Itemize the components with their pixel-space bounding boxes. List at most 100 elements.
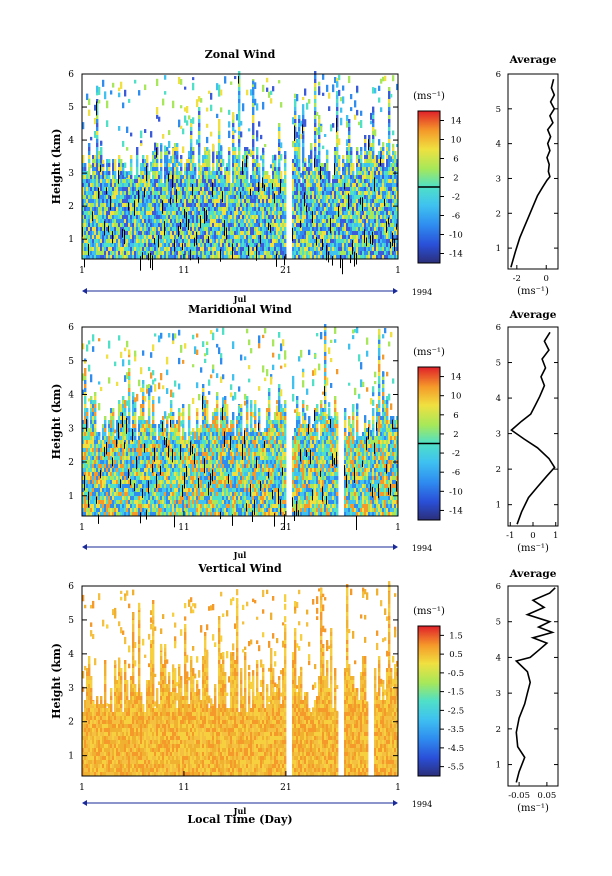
y-axis-label: Height (km) — [50, 643, 63, 719]
colorbar-tick-label: -2.5 — [448, 706, 464, 716]
wind-heatmap-field — [82, 71, 399, 275]
month-axis-arrow — [393, 288, 398, 294]
average-profile-line — [514, 587, 556, 783]
average-y-tick-label: 2 — [496, 725, 501, 735]
heatmap-frame — [81, 326, 399, 517]
year-label: 1994 — [412, 544, 432, 553]
average-y-tick-label: 3 — [496, 174, 501, 184]
colorbar-tick-label: -5.5 — [448, 763, 464, 773]
average-frame — [507, 585, 559, 787]
colorbar-tick-label: -6 — [452, 468, 460, 478]
y-tick-label: 6 — [68, 70, 74, 80]
colorbar-tick-label: -4.5 — [448, 744, 464, 754]
x-tick-label: 1 — [79, 783, 85, 793]
average-y-tick-label: 3 — [496, 689, 501, 699]
heatmap-title: Vertical Wind — [197, 562, 282, 575]
average-y-tick-label: 6 — [496, 582, 501, 592]
year-label: 1994 — [412, 800, 432, 809]
average-y-tick-label: 1 — [496, 761, 501, 771]
year-label: 1994 — [412, 288, 432, 297]
average-y-tick-label: 4 — [496, 653, 501, 663]
average-x-axis-label: (ms⁻¹) — [517, 803, 549, 814]
average-title: Average — [509, 309, 557, 321]
colorbar-tick-label: -2 — [452, 449, 460, 459]
x-tick-label: 1 — [395, 523, 401, 533]
colorbar-tick-label: -6 — [452, 212, 460, 222]
y-tick-label: 1 — [68, 752, 74, 762]
x-tick-label: 1 — [395, 783, 401, 793]
x-axis-label: Local Time (Day) — [187, 813, 292, 826]
colorbar-tick-label: -10 — [449, 231, 463, 241]
average-profile-line — [510, 79, 556, 268]
average-y-tick-label: 2 — [496, 465, 501, 475]
x-tick-label: 11 — [178, 266, 189, 276]
colorbar-tick-label: -14 — [449, 250, 463, 260]
colorbar-tick-label: 10 — [451, 136, 462, 146]
x-tick-label: 1 — [79, 266, 85, 276]
colorbar — [417, 625, 441, 777]
y-tick-label: 3 — [68, 169, 74, 179]
average-y-tick-label: 1 — [496, 501, 501, 511]
month-label: Jul — [233, 294, 247, 304]
colorbar-tick-label: 1.5 — [449, 631, 463, 641]
y-tick-label: 4 — [68, 136, 74, 146]
colorbar-tick-label: -2 — [452, 193, 460, 203]
month-axis-arrow — [82, 800, 87, 806]
y-tick-label: 6 — [68, 582, 74, 592]
average-y-tick-label: 6 — [496, 70, 501, 80]
average-x-tick-label: 0 — [544, 274, 549, 284]
average-title: Average — [509, 568, 557, 580]
month-axis-arrow — [82, 288, 87, 294]
y-tick-label: 5 — [68, 357, 74, 367]
x-tick-label: 11 — [178, 783, 189, 793]
colorbar-tick-label: 6 — [453, 155, 458, 165]
average-y-tick-label: 6 — [496, 323, 501, 333]
month-label: Jul — [233, 550, 247, 560]
x-tick-label: 21 — [280, 266, 291, 276]
colorbar-unit-label: (ms⁻¹) — [413, 91, 445, 102]
colorbar-unit-label: (ms⁻¹) — [413, 347, 445, 358]
x-tick-label: 21 — [280, 783, 291, 793]
average-profile-line — [510, 331, 556, 525]
month-label: Jul — [233, 806, 247, 816]
colorbar-tick-label: -3.5 — [448, 725, 464, 735]
average-y-tick-label: 5 — [496, 618, 501, 628]
average-x-tick-label: -2 — [513, 274, 521, 284]
average-x-tick-label: 1 — [553, 531, 558, 541]
colorbar-tick-label: 14 — [451, 117, 462, 127]
average-y-tick-label: 1 — [496, 244, 501, 254]
month-axis-arrow — [393, 800, 398, 806]
y-tick-label: 1 — [68, 235, 74, 245]
average-x-axis-label: (ms⁻¹) — [517, 286, 549, 297]
x-tick-label: 21 — [280, 523, 291, 533]
average-y-tick-label: 5 — [496, 359, 501, 369]
average-y-tick-label: 5 — [496, 105, 501, 115]
y-axis-label: Height (km) — [50, 384, 63, 460]
average-x-tick-label: -0.05 — [508, 791, 530, 801]
colorbar-tick-label: 6 — [453, 411, 458, 421]
average-frame — [507, 73, 559, 270]
y-tick-label: 2 — [68, 202, 74, 212]
y-tick-label: 4 — [68, 650, 74, 660]
average-x-tick-label: 0.05 — [537, 791, 556, 801]
average-y-tick-label: 3 — [496, 430, 501, 440]
y-tick-label: 4 — [68, 391, 74, 401]
x-tick-label: 1 — [79, 523, 85, 533]
y-tick-label: 1 — [68, 492, 74, 502]
colorbar-tick-label: 0.5 — [449, 650, 463, 660]
average-y-tick-label: 2 — [496, 209, 501, 219]
heatmap-frame — [81, 585, 399, 777]
month-axis-arrow — [82, 544, 87, 550]
y-tick-label: 5 — [68, 616, 74, 626]
colorbar-unit-label: (ms⁻¹) — [413, 606, 445, 617]
colorbar-tick-label: -1.5 — [448, 688, 464, 698]
colorbar-tick-label: 10 — [451, 392, 462, 402]
wind-heatmap-field — [82, 581, 399, 776]
average-y-tick-label: 4 — [496, 394, 501, 404]
colorbar-tick-label: 2 — [453, 430, 458, 440]
x-tick-label: 11 — [178, 523, 189, 533]
heatmap-title: Maridional Wind — [188, 303, 292, 316]
y-tick-label: 2 — [68, 458, 74, 468]
colorbar-tick-label: 14 — [451, 373, 462, 383]
